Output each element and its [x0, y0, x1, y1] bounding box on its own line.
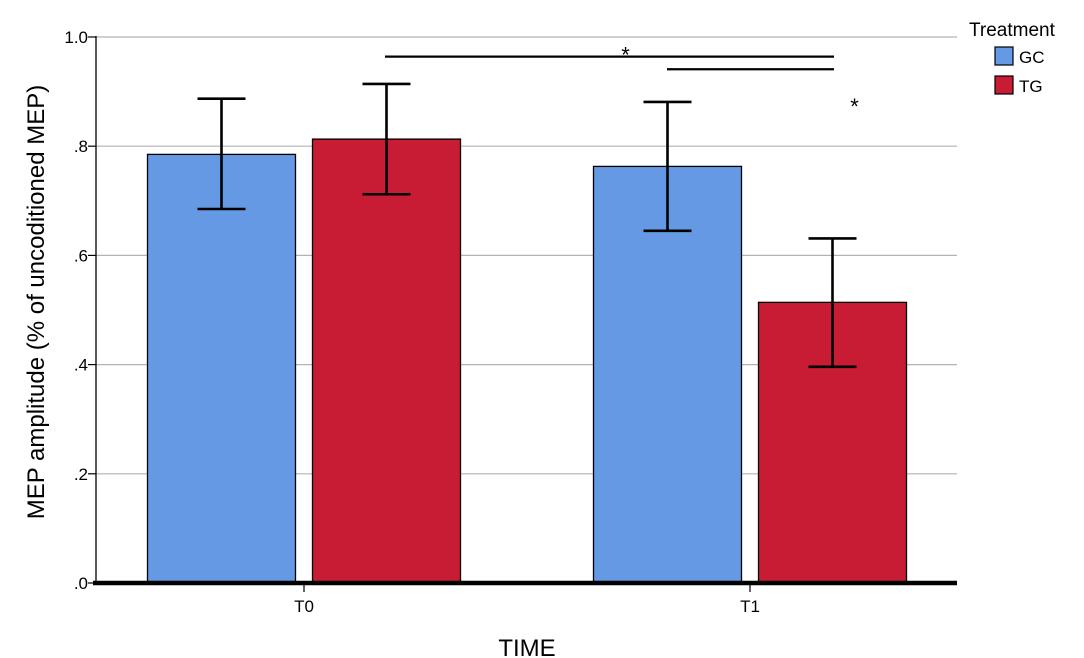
x-tick-label: T1 — [740, 597, 760, 616]
y-tick-label: 1.0 — [64, 28, 88, 47]
legend-label-gc: GC — [1019, 48, 1045, 67]
bar-gc-t1 — [592, 165, 743, 584]
y-tick-label: .6 — [74, 246, 88, 265]
y-axis-title: MEP amplitude (% of uncoditioned MEP) — [23, 85, 50, 519]
x-tick-label: T0 — [294, 597, 314, 616]
x-axis-title: TIME — [498, 635, 555, 658]
legend-label-tg: TG — [1019, 77, 1043, 96]
significance-star: * — [850, 94, 859, 119]
y-tick-label: .8 — [74, 137, 88, 156]
y-tick-label: .4 — [74, 356, 88, 375]
bar-tg-t0 — [311, 138, 462, 584]
legend-swatch-tg — [994, 75, 1014, 95]
bar-gc-t0 — [146, 153, 297, 584]
y-tick-label: .2 — [74, 465, 88, 484]
y-tick-label: .0 — [74, 574, 88, 593]
significance-star: * — [621, 43, 630, 68]
legend-swatch-gc — [994, 46, 1014, 66]
legend-title: Treatment — [969, 20, 1056, 41]
